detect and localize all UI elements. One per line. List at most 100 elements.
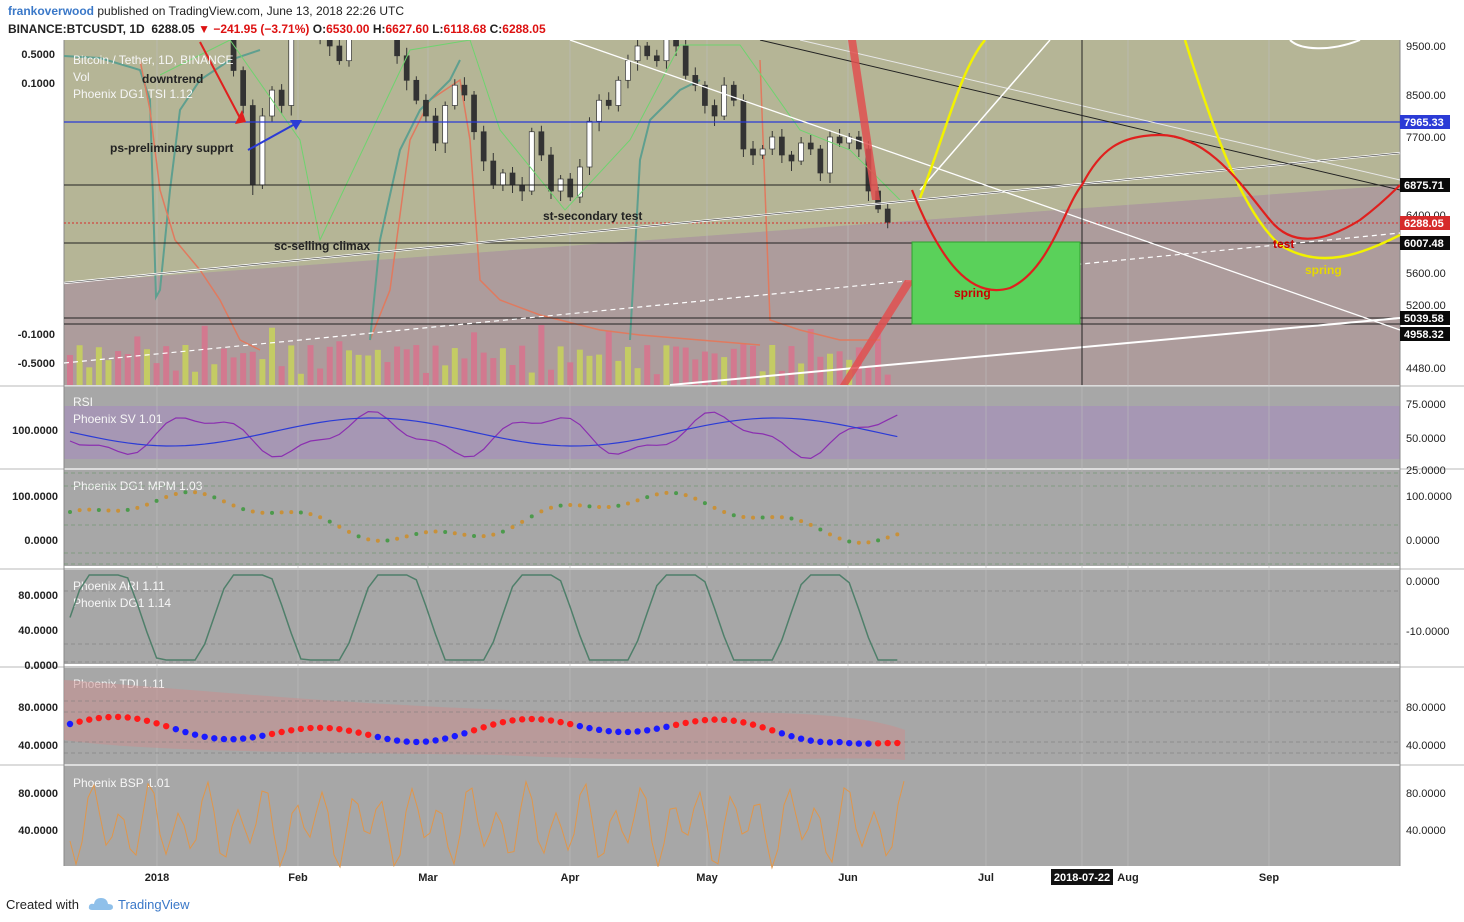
- volume-bar: [297, 373, 304, 385]
- tdi-dot: [701, 716, 709, 724]
- mpm-dot: [96, 507, 101, 512]
- chart-canvas[interactable]: downtrend ps-preliminary supprt sc-selling…: [0, 40, 1464, 886]
- indicator-label: RSI: [73, 395, 93, 409]
- tsi-line: [629, 79, 701, 341]
- candle-body: [692, 75, 699, 86]
- tradingview-cloud-icon: [88, 898, 113, 910]
- tdi-dot: [644, 727, 651, 734]
- volume-bar: [269, 327, 276, 385]
- mpm-dot: [212, 495, 217, 500]
- tdi-dot: [817, 738, 824, 746]
- tdi-dot: [672, 721, 680, 729]
- candle-body: [548, 154, 554, 192]
- red-arrow-shaft: [199, 41, 241, 119]
- mpm-dot: [616, 503, 621, 508]
- volume-bar: [172, 370, 179, 385]
- candle-body: [702, 84, 708, 106]
- mpm-dot: [520, 519, 525, 524]
- close-label: C:: [489, 22, 503, 36]
- volume-bar: [355, 354, 362, 385]
- indicator-left-tick: 40.0000: [18, 825, 58, 837]
- indicator-right-tick: 100.0000: [1406, 491, 1452, 503]
- tdi-dot: [211, 735, 218, 742]
- indicator-right-tick: 40.0000: [1406, 825, 1446, 837]
- volume-bar: [624, 346, 631, 385]
- tdi-dot: [297, 725, 305, 733]
- volume-bar: [374, 349, 381, 385]
- indicator-left-tick: 80.0000: [18, 788, 58, 800]
- candle-body: [605, 99, 612, 106]
- mpm-dot: [500, 529, 505, 534]
- author-link[interactable]: frankoverwood: [8, 4, 95, 18]
- x-axis-tick: Jun: [838, 872, 858, 884]
- volume-bar: [509, 365, 516, 385]
- candle-body: [432, 115, 439, 144]
- price-tag-label: 4958.32: [1404, 329, 1444, 341]
- close-value: 6288.05: [502, 22, 546, 36]
- price-change: −241.95 (−3.71%): [213, 22, 310, 36]
- candle-body: [346, 40, 352, 62]
- price-tag-label: 6007.48: [1404, 238, 1444, 250]
- mpm-dot: [337, 524, 342, 529]
- indicator-left-tick: 80.0000: [18, 590, 58, 602]
- mpm-dot: [404, 534, 409, 539]
- chart-annotation: test: [1273, 237, 1294, 251]
- candle-body: [682, 45, 689, 76]
- open-label: O:: [312, 22, 327, 36]
- volume-bar: [778, 370, 785, 385]
- tdi-dot: [499, 718, 507, 726]
- tdi-dot: [826, 739, 834, 746]
- volume-bar: [240, 353, 247, 385]
- volume-bar: [557, 346, 564, 385]
- volume-bar: [875, 325, 882, 385]
- chart-legend-item: Phoenix DG1 TSI 1.12: [73, 87, 193, 101]
- tdi-dot: [316, 724, 324, 731]
- mpm-dot: [712, 505, 717, 510]
- candle-body: [673, 40, 679, 47]
- tdi-dot: [239, 735, 247, 742]
- tdi-dot: [288, 727, 295, 734]
- dashed-channel-line: [63, 232, 1401, 364]
- mpm-dot: [395, 536, 400, 541]
- x-axis-tick: May: [696, 872, 718, 884]
- tdi-dot: [326, 724, 333, 732]
- tdi-dot: [86, 716, 93, 723]
- mpm-dot: [529, 514, 534, 519]
- tdi-dot: [846, 739, 853, 747]
- mpm-dot: [770, 515, 775, 520]
- candle-body: [336, 45, 343, 62]
- tdi-dot: [807, 737, 814, 744]
- tdi-dot: [374, 733, 382, 741]
- high-label: H:: [372, 22, 386, 36]
- sv-line: [69, 417, 898, 447]
- price-axis-tick: 4480.00: [1406, 363, 1446, 375]
- volume-bar: [711, 353, 718, 385]
- tdi-dot: [461, 730, 468, 737]
- footer: Created with TradingView: [0, 886, 1464, 922]
- candle-body: [413, 79, 420, 101]
- candle-body: [798, 142, 804, 162]
- tsi-line: [369, 59, 461, 341]
- volume-bar: [249, 351, 256, 385]
- volume-bar: [499, 348, 506, 385]
- volume-bar: [605, 330, 612, 385]
- tdi-dot: [191, 731, 199, 738]
- volume-bar: [750, 345, 757, 385]
- volume-bar: [788, 346, 795, 385]
- candle-body: [711, 105, 718, 117]
- price-tag: [1400, 115, 1450, 129]
- volume-bar: [692, 359, 699, 385]
- tdi-dot: [259, 732, 266, 739]
- mpm-dot: [183, 490, 188, 495]
- mpm-dot: [664, 490, 669, 495]
- lower-zone: [64, 185, 1400, 385]
- tradingview-link[interactable]: TradingView: [118, 897, 190, 912]
- volume-bar: [701, 351, 708, 385]
- price-tag: [1400, 311, 1450, 325]
- tdi-dot: [365, 731, 372, 738]
- left-axis-tick: -0.5000: [18, 358, 55, 370]
- mpm-dot: [635, 498, 640, 503]
- mpm-dot: [308, 512, 313, 517]
- tdi-dot: [682, 719, 689, 727]
- indicator-left-tick: 100.0000: [12, 425, 58, 437]
